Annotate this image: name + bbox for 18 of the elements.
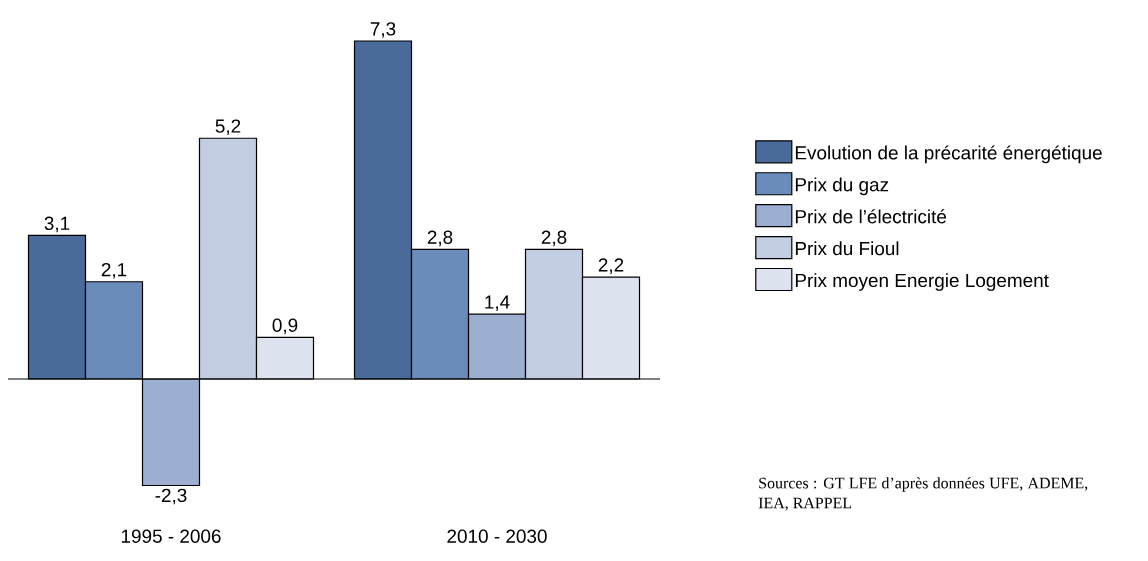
data-label: -2,3 xyxy=(155,488,187,505)
legend-label: Prix du Fioul xyxy=(795,241,899,256)
legend-label: Evolution de la précarité énergétique xyxy=(795,145,1102,164)
data-label: 2,2 xyxy=(598,258,624,274)
legend-label: Prix de l’électricité xyxy=(795,209,947,224)
legend-label: Prix moyen Energie Logement xyxy=(795,273,1049,291)
data-label: 1,4 xyxy=(485,295,510,311)
x-tick-label: 2010 - 2030 xyxy=(447,529,547,543)
data-label: 5,2 xyxy=(215,119,241,136)
data-label: 7,3 xyxy=(370,22,396,38)
x-tick-label: 1995 - 2006 xyxy=(121,529,221,543)
legend-label: Prix du gaz xyxy=(795,177,889,196)
data-label: 3,1 xyxy=(44,216,70,233)
data-label: 2,1 xyxy=(101,262,127,279)
data-label: 0,9 xyxy=(272,318,298,335)
data-label: 2,8 xyxy=(427,230,453,247)
data-label: 2,8 xyxy=(541,230,567,247)
source-note: Sources : GT LFE d’après données UFE, ADEME, IEA, RAPPEL xyxy=(758,477,1088,511)
